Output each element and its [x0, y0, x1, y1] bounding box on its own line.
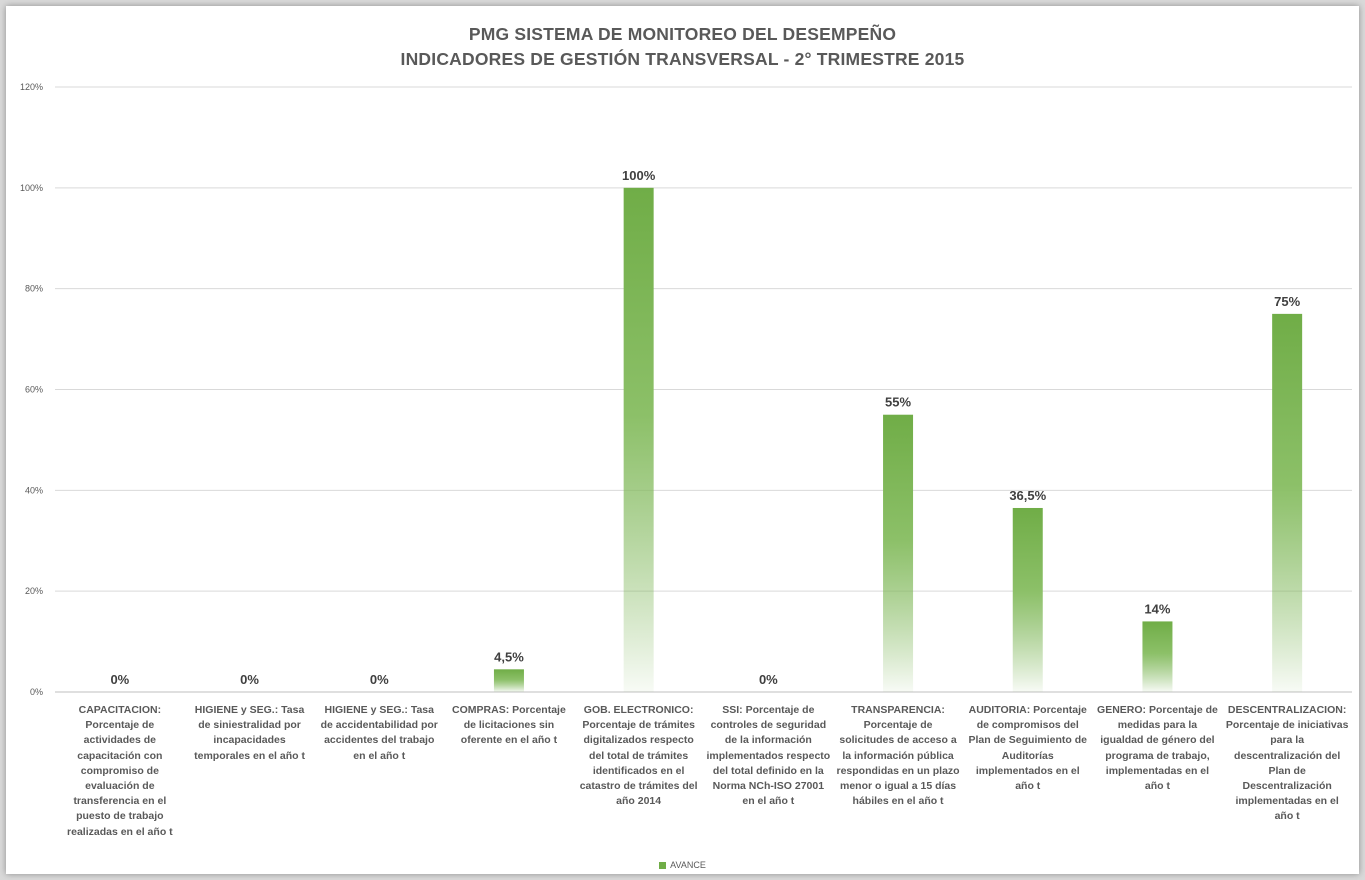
data-label: 14% [1144, 601, 1170, 616]
bar [1272, 313, 1303, 692]
y-tick-label: 100% [20, 183, 43, 193]
y-tick-label: 120% [20, 82, 43, 92]
y-tick-label: 40% [25, 485, 43, 495]
bar [493, 669, 524, 692]
legend: AVANCE [0, 860, 1365, 870]
data-label: 0% [240, 672, 259, 687]
legend-swatch-avance [659, 862, 667, 870]
category-label: SSI: Porcentaje de controles de segurida… [706, 704, 831, 808]
bar [623, 187, 654, 693]
chart-frame [6, 6, 1359, 874]
y-tick-label: 60% [25, 385, 43, 395]
legend-label-avance: AVANCE [670, 860, 706, 870]
category-label: TRANSPARENCIA: Porcentaje de solicitudes… [836, 704, 960, 808]
category-label: DESCENTRALIZACION: Porcentaje de iniciat… [1225, 704, 1349, 823]
chart-title-line-2: INDICADORES DE GESTIÓN TRANSVERSAL - 2° … [400, 49, 965, 69]
data-label: 0% [759, 672, 778, 687]
data-label: 75% [1274, 294, 1300, 309]
y-tick-label: 20% [25, 586, 43, 596]
bar [1142, 621, 1173, 692]
bar [883, 414, 914, 692]
category-label: HIGIENE y SEG.: Tasa de accidentabilidad… [320, 704, 438, 762]
category-label: GENERO: Porcentaje de medidas para la ig… [1097, 704, 1218, 793]
bar [1012, 507, 1043, 692]
data-label: 4,5% [494, 649, 524, 664]
chart-title-line-1: PMG SISTEMA DE MONITOREO DEL DESEMPEÑO [468, 24, 897, 44]
data-label: 0% [370, 672, 389, 687]
chart-title: PMG SISTEMA DE MONITOREO DEL DESEMPEÑO I… [0, 22, 1365, 72]
data-label: 36,5% [1009, 488, 1046, 503]
category-label: COMPRAS: Porcentaje de licitaciones sin … [452, 704, 566, 747]
data-label: 100% [622, 168, 656, 183]
category-label: HIGIENE y SEG.: Tasa de siniestralidad p… [194, 704, 305, 762]
category-label: GOB. ELECTRONICO: Porcentaje de trámites… [579, 704, 698, 808]
y-tick-label: 0% [30, 687, 43, 697]
category-label: AUDITORIA: Porcentaje de compromisos del… [968, 704, 1087, 793]
data-label: 55% [885, 395, 911, 410]
y-tick-label: 80% [25, 284, 43, 294]
data-label: 0% [110, 672, 129, 687]
category-label: CAPACITACION: Porcentaje de actividades … [67, 704, 173, 838]
